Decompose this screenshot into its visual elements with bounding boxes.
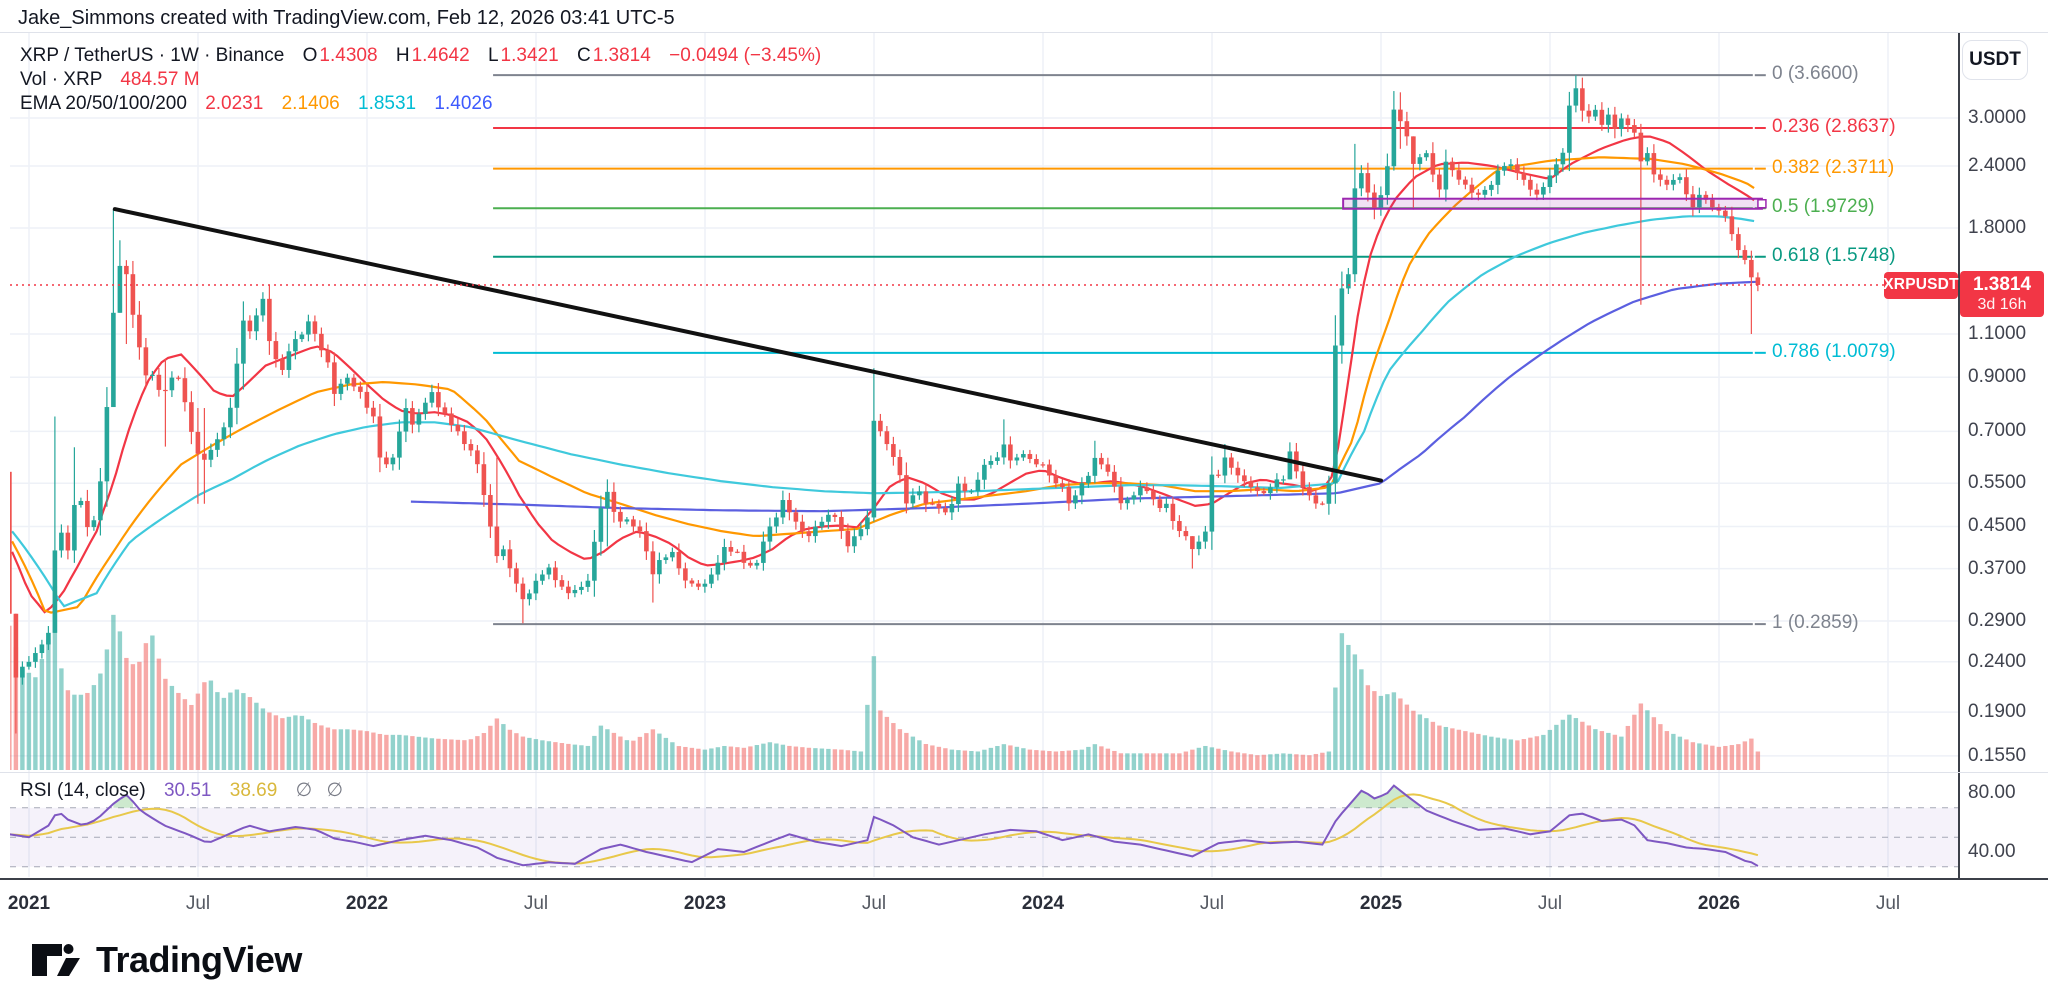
- time-axis-border: [0, 878, 2048, 880]
- ema-line-ema100: [11, 215, 1755, 608]
- time-tick-label: 2026: [1697, 893, 1741, 914]
- volume-value: 484.57 M: [120, 69, 200, 90]
- fib-level-label: 0 (3.6600): [1772, 63, 1859, 85]
- fib-level-label: 0.5 (1.9729): [1772, 196, 1875, 218]
- range-box-drawing[interactable]: [1342, 197, 1767, 210]
- rsi-tick-label: 80.00: [1968, 782, 2016, 803]
- fib-level-label: 0.618 (1.5748): [1772, 244, 1896, 266]
- fib-retracement-drawing[interactable]: [493, 74, 1766, 626]
- last-price-value: 1.3814: [1972, 273, 2032, 295]
- time-tick-label: Jul: [1537, 893, 1563, 914]
- tradingview-logo-text: TradingView: [96, 939, 302, 980]
- time-tick-label: 2025: [1359, 893, 1403, 914]
- header-divider: [0, 32, 2048, 33]
- ohlc-high: H 1.4642: [395, 45, 470, 66]
- price-tick-label: 0.2400: [1968, 650, 2027, 672]
- price-tick-label: 0.3700: [1968, 557, 2027, 579]
- rsi-value: 30.51: [163, 780, 212, 801]
- volume-legend-row[interactable]: Vol · XRP 484.57 M: [20, 69, 200, 93]
- rsi-legend-row[interactable]: RSI (14, close) 30.51 38.69 ∅ ∅: [20, 779, 343, 803]
- price-tick-label: 0.7000: [1968, 420, 2027, 442]
- price-axis-border: [1958, 33, 1960, 879]
- volume-series: [10, 586, 1761, 770]
- price-tick-label: 3.0000: [1968, 106, 2027, 128]
- symbol-price-tag: XRPUSDT: [1883, 271, 1959, 299]
- time-tick-label: 2024: [1021, 893, 1065, 914]
- price-tick-label: 0.2900: [1968, 610, 2027, 632]
- time-tick-label: 2021: [7, 893, 51, 914]
- rsi-hidden-value-icon: ∅: [326, 780, 343, 801]
- symbol-title: XRP / TetherUS · 1W · Binance: [20, 45, 285, 66]
- last-price-tag: 1.3814 3d 16h: [1960, 270, 2044, 317]
- ema-line-ema50: [11, 156, 1755, 614]
- price-tick-label: 1.8000: [1968, 216, 2027, 238]
- price-tick-label: 2.4000: [1968, 155, 2027, 177]
- trendline-drawing[interactable]: [112, 207, 1383, 483]
- fib-level-label: 0.382 (2.3711): [1772, 156, 1895, 178]
- price-tick-label: 0.9000: [1968, 366, 2027, 388]
- ema50-value: 2.1406: [281, 93, 340, 114]
- time-tick-label: Jul: [1875, 893, 1901, 914]
- price-tick-label: 1.1000: [1968, 323, 2027, 344]
- price-tick-label: 0.1900: [1968, 701, 2027, 723]
- tradingview-logo-icon: [32, 944, 80, 976]
- time-tick-label: 2023: [683, 893, 727, 914]
- ema100-value: 1.8531: [358, 93, 417, 114]
- time-tick-label: Jul: [1199, 893, 1225, 914]
- price-tick-label: 0.1550: [1968, 744, 2027, 766]
- fib-level-label: 0.786 (1.0079): [1772, 340, 1896, 362]
- ema-line-ema20: [11, 135, 1755, 614]
- rsi-label: RSI (14, close): [20, 780, 146, 801]
- range-box-handle[interactable]: [1757, 198, 1767, 209]
- ema-line-ema200: [410, 280, 1757, 513]
- pane-divider: [0, 772, 2048, 773]
- ema200-value: 1.4026: [434, 93, 493, 114]
- price-axis[interactable]: 3.0000 2.4000 1.8000 1.1000 0.9000 0.7000 0.55…: [1958, 33, 2048, 878]
- change-value: −0.0494 (−3.45%): [669, 45, 822, 66]
- ohlc-low: L 1.3421: [487, 45, 559, 66]
- rsi-pane: [10, 784, 1958, 868]
- time-tick-label: 2022: [345, 893, 389, 914]
- fib-level-label: 0.236 (2.8637): [1772, 116, 1896, 137]
- rsi-ma-value: 38.69: [229, 780, 278, 801]
- price-tick-label: 0.5500: [1968, 472, 2027, 494]
- time-tick-label: Jul: [861, 893, 887, 914]
- tradingview-logo[interactable]: TradingView: [30, 936, 302, 984]
- ema20-value: 2.0231: [205, 93, 264, 114]
- attribution-text: Jake_Simmons created with TradingView.co…: [18, 7, 675, 29]
- volume-label: Vol · XRP: [20, 69, 103, 90]
- fib-level-label: 1 (0.2859): [1772, 612, 1859, 634]
- rsi-line: [10, 784, 1759, 867]
- ohlc-close: C 1.3814: [576, 45, 651, 66]
- candlestick-series: [10, 75, 1761, 734]
- time-tick-label: Jul: [523, 893, 549, 914]
- ema-legend-row[interactable]: EMA 20/50/100/200 2.0231 2.1406 1.8531 1…: [20, 93, 493, 117]
- currency-toggle-button[interactable]: USDT: [1962, 40, 2028, 80]
- time-tick-label: Jul: [185, 893, 211, 914]
- time-axis[interactable]: 2021 Jul 2022 Jul 2023 Jul 2024 Jul 2025 Jul 2026 J…: [0, 880, 1958, 928]
- ohlc-open: O 1.4308: [302, 45, 378, 66]
- ema-label: EMA 20/50/100/200: [20, 93, 187, 114]
- rsi-hidden-value-icon: ∅: [295, 780, 313, 801]
- bar-countdown: 3d 16h: [1977, 295, 2027, 313]
- rsi-tick-label: 40.00: [1968, 841, 2016, 862]
- price-tick-label: 0.4500: [1968, 515, 2027, 537]
